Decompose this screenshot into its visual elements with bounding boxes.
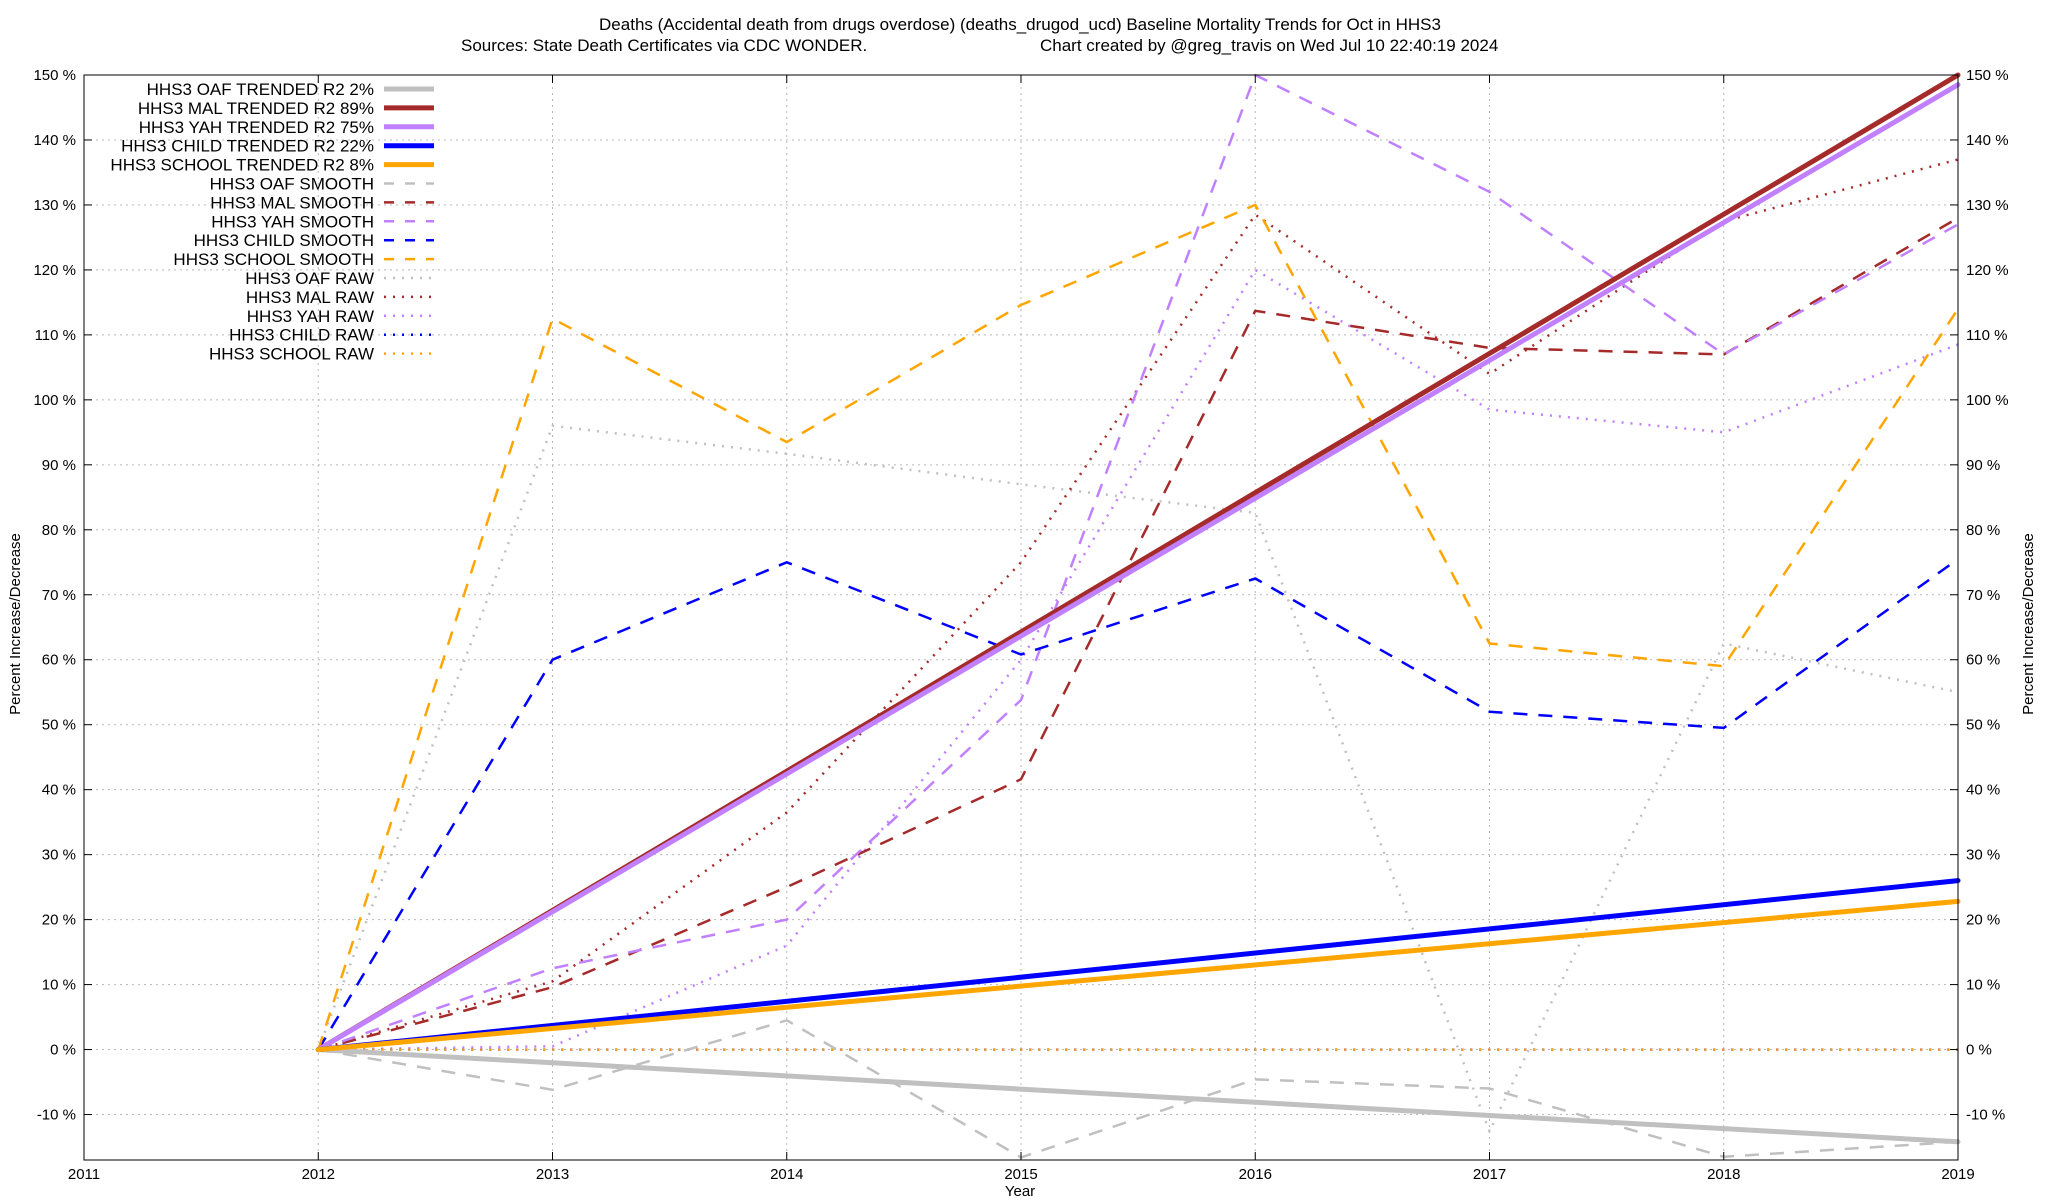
y-tick-label-right: 30 % — [1966, 847, 2000, 864]
y-tick-label: 120 % — [33, 262, 76, 279]
y-tick-label-right: 60 % — [1966, 652, 2000, 669]
chart-subtitle-credit: Chart created by @greg_travis on Wed Jul… — [1040, 36, 1498, 55]
y-axis-label-right: Percent Increase/Decrease — [2020, 533, 2037, 715]
series-line-hhs3-mal-raw — [317, 158, 1959, 1051]
y-tick-label: 30 % — [42, 847, 76, 864]
y-tick-label-right: 20 % — [1966, 912, 2000, 929]
y-tick-label: 40 % — [42, 782, 76, 799]
series-line-hhs3-school-trended-r2 — [315, 898, 1961, 1053]
legend: HHS3 OAF TRENDED R2 2%HHS3 MAL TRENDED R… — [110, 80, 434, 364]
legend-entry-label: HHS3 MAL SMOOTH — [210, 193, 374, 212]
y-tick-label-right: 130 % — [1966, 197, 2009, 214]
y-tick-label: 50 % — [42, 717, 76, 734]
y-tick-label-right: 10 % — [1966, 977, 2000, 994]
x-axis-label: Year — [1005, 1183, 1035, 1200]
x-tick-label: 2013 — [536, 1166, 569, 1183]
series-line-hhs3-yah-trended-r2 — [315, 82, 1961, 1053]
y-tick-label: 110 % — [35, 327, 76, 344]
x-tick-label: 2016 — [1239, 1166, 1272, 1183]
legend-entry-label: HHS3 OAF SMOOTH — [210, 175, 374, 194]
series-line-hhs3-oaf-trended-r2 — [315, 1047, 1961, 1145]
y-tick-label: 150 % — [33, 67, 76, 84]
y-tick-label-right: 50 % — [1966, 717, 2000, 734]
y-tick-label-right: 100 % — [1966, 392, 2009, 409]
legend-entry-label: HHS3 YAH RAW — [247, 307, 374, 326]
legend-entry-label: HHS3 MAL TRENDED R2 89% — [138, 99, 374, 118]
y-tick-label: 0 % — [50, 1042, 76, 1059]
y-tick-label-right: 80 % — [1966, 522, 2000, 539]
series-lines — [315, 72, 1961, 1159]
legend-entry-label: HHS3 OAF TRENDED R2 2% — [147, 80, 374, 99]
chart-subtitle-sources: Sources: State Death Certificates via CD… — [461, 36, 867, 55]
legend-entry-label: HHS3 SCHOOL SMOOTH — [173, 250, 374, 269]
legend-entry-label: HHS3 YAH SMOOTH — [211, 212, 374, 231]
x-tick-label: 2012 — [302, 1166, 335, 1183]
legend-entry-label: HHS3 CHILD TRENDED R2 22% — [121, 137, 374, 156]
y-tick-label: -10 % — [37, 1107, 76, 1124]
legend-entry-label: HHS3 CHILD SMOOTH — [194, 231, 374, 250]
x-tick-label: 2019 — [1941, 1166, 1974, 1183]
y-tick-label-right: 90 % — [1966, 457, 2000, 474]
y-tick-label: 100 % — [33, 392, 76, 409]
y-tick-label: 140 % — [33, 132, 76, 149]
legend-entry-label: HHS3 SCHOOL RAW — [209, 345, 374, 364]
x-tick-label: 2018 — [1707, 1166, 1740, 1183]
series-line-hhs3-child-trended-r2 — [315, 878, 1961, 1053]
series-line-hhs3-school-smooth — [317, 203, 1960, 1050]
series-line-hhs3-oaf-smooth — [318, 1019, 1959, 1159]
series-line-hhs3-yah-smooth — [317, 73, 1959, 1051]
y-tick-label-right: 0 % — [1966, 1042, 1992, 1059]
y-tick-label: 90 % — [42, 457, 76, 474]
x-tick-label: 2011 — [68, 1166, 100, 1183]
y-tick-label: 10 % — [42, 977, 76, 994]
y-tick-label: 70 % — [42, 587, 76, 604]
y-tick-label-right: 110 % — [1966, 327, 2007, 344]
y-tick-label: 80 % — [42, 522, 76, 539]
y-tick-label: 60 % — [42, 652, 76, 669]
x-tick-label: 2017 — [1473, 1166, 1506, 1183]
axes: 2011 2012 2013 2014 2015 2016 2017 2018 2019 -10 … — [33, 67, 2008, 1183]
y-tick-label: 130 % — [33, 197, 76, 214]
y-axis-label: Percent Increase/Decrease — [7, 533, 24, 715]
series-line-hhs3-child-smooth — [317, 557, 1959, 1051]
y-tick-label: 20 % — [42, 912, 76, 929]
legend-entry-label: HHS3 CHILD RAW — [229, 326, 374, 345]
y-tick-label-right: 40 % — [1966, 782, 2000, 799]
y-tick-label-right: 150 % — [1966, 67, 2009, 84]
y-tick-label-right: 120 % — [1966, 262, 2009, 279]
legend-entry-label: HHS3 SCHOOL TRENDED R2 8% — [110, 156, 374, 175]
x-tick-label: 2015 — [1004, 1166, 1037, 1183]
x-tick-label: 2014 — [770, 1166, 803, 1183]
legend-entry-label: HHS3 YAH TRENDED R2 75% — [139, 118, 374, 137]
legend-entry-label: HHS3 MAL RAW — [246, 288, 374, 307]
y-tick-label-right: -10 % — [1966, 1107, 2005, 1124]
y-tick-label-right: 70 % — [1966, 587, 2000, 604]
series-line-hhs3-yah-raw — [318, 268, 1959, 1051]
legend-entry-label: HHS3 OAF RAW — [245, 269, 374, 288]
y-tick-label-right: 140 % — [1966, 132, 2009, 149]
chart-title: Deaths (Accidental death from drugs over… — [599, 15, 1441, 34]
series-line-hhs3-mal-smooth — [317, 216, 1959, 1051]
